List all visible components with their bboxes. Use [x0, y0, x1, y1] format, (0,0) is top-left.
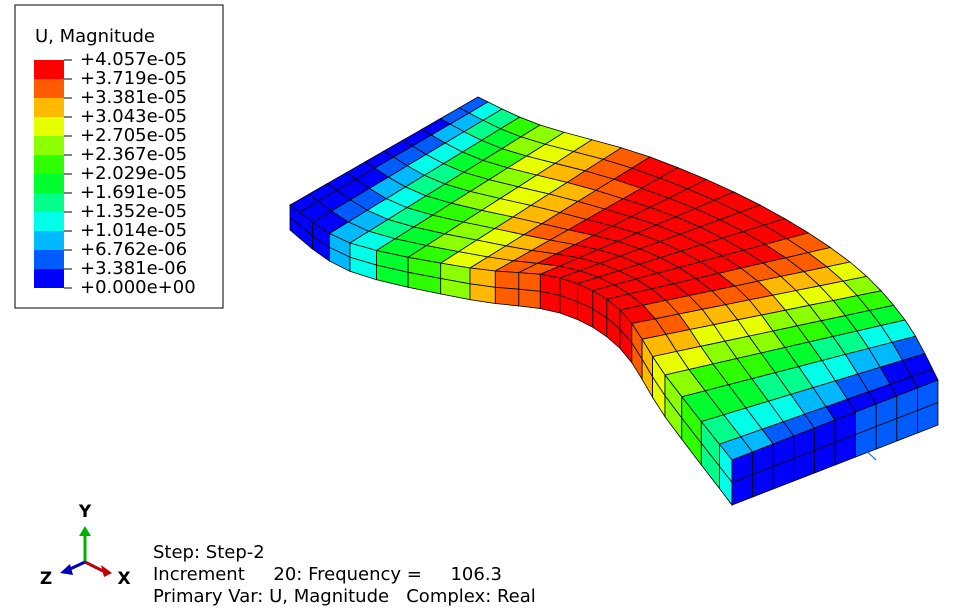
legend-swatch: [34, 269, 64, 288]
boundary-line: [859, 444, 877, 461]
mesh-side: [518, 272, 541, 292]
legend-label: +2.029e-05: [80, 163, 187, 184]
legend-label: +2.367e-05: [80, 144, 187, 165]
triad: Y Z X: [40, 502, 131, 589]
mesh-side: [494, 286, 520, 307]
info-step: Step: Step-2: [153, 542, 265, 563]
triad-z: Z: [40, 569, 52, 589]
legend-label: +3.043e-05: [80, 106, 187, 127]
info-primary: Primary Var: U, Magnitude Complex: Real: [153, 586, 536, 607]
legend-label: +3.381e-05: [80, 87, 187, 108]
legend-label: +1.014e-05: [80, 220, 187, 241]
info-increment: Increment 20: Frequency = 106.3: [153, 564, 502, 585]
mesh-side: [539, 290, 561, 314]
legend-swatch: [34, 231, 64, 250]
mesh-side: [469, 283, 496, 304]
legend-label: +3.381e-06: [80, 258, 187, 279]
legend-label: +2.705e-05: [80, 125, 187, 146]
legend-swatch: [34, 117, 64, 136]
legend-label: +1.691e-05: [80, 182, 187, 203]
legend: +4.057e-05+3.719e-05+3.381e-05+3.043e-05…: [34, 49, 196, 298]
legend-swatch: [34, 155, 64, 174]
legend-label: +6.762e-06: [80, 239, 187, 260]
model: [289, 96, 939, 507]
legend-swatch: [34, 79, 64, 98]
legend-title: U, Magnitude: [35, 26, 155, 47]
legend-swatch: [34, 250, 64, 269]
legend-swatch: [34, 174, 64, 193]
legend-swatch: [34, 212, 64, 231]
legend-swatch: [34, 98, 64, 117]
legend-swatch: [34, 60, 64, 79]
legend-label: +3.719e-05: [80, 68, 187, 89]
legend-label: +1.352e-05: [80, 201, 187, 222]
legend-label: +0.000e+00: [80, 277, 196, 298]
mesh-end: [917, 401, 939, 434]
mesh-side: [494, 270, 520, 290]
legend-swatch: [34, 136, 64, 155]
triad-x: X: [117, 569, 130, 589]
triad-y: Y: [78, 502, 92, 522]
mesh-side: [518, 288, 541, 309]
legend-swatch: [34, 193, 64, 212]
legend-label: +4.057e-05: [80, 49, 187, 70]
